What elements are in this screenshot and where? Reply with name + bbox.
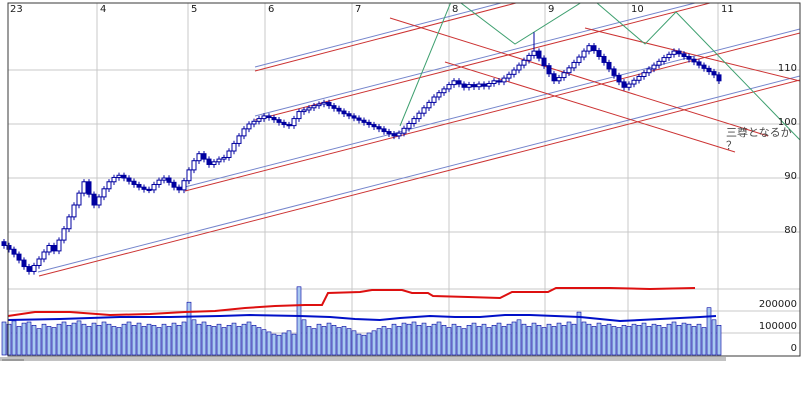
volume-tick-0: 0 bbox=[790, 343, 797, 354]
head-and-shoulders-annotation: 三尊となるか ？ bbox=[726, 126, 798, 152]
x-tick-4: 4 bbox=[100, 4, 107, 15]
price-tick-110: 110 bbox=[777, 63, 797, 74]
x-tick-9: 9 bbox=[548, 4, 555, 15]
price-tick-90: 90 bbox=[784, 171, 797, 182]
volume-moving-averages bbox=[7, 287, 717, 323]
x-tick-7: 7 bbox=[355, 4, 362, 15]
x-tick-6: 6 bbox=[268, 4, 275, 15]
price-tick-80: 80 bbox=[784, 225, 797, 236]
annotation-line2: ？ bbox=[726, 139, 737, 152]
volume-tick-100000: 100000 bbox=[758, 321, 797, 332]
volume-tick-200000: 200000 bbox=[758, 299, 797, 310]
annotation-line1: 三尊となるか bbox=[726, 126, 792, 139]
x-tick-23: 23 bbox=[10, 4, 23, 15]
x-tick-5: 5 bbox=[191, 4, 198, 15]
price-tick-100: 100 bbox=[777, 117, 797, 128]
x-tick-11: 11 bbox=[721, 4, 734, 15]
candlesticks bbox=[1, 32, 722, 275]
x-tick-10: 10 bbox=[631, 4, 644, 15]
x-tick-8: 8 bbox=[452, 4, 459, 15]
zigzag-pattern-line bbox=[399, 3, 800, 141]
plot-frame bbox=[0, 2, 801, 361]
trend-lines bbox=[37, 3, 800, 277]
volume-bars bbox=[1, 286, 722, 356]
